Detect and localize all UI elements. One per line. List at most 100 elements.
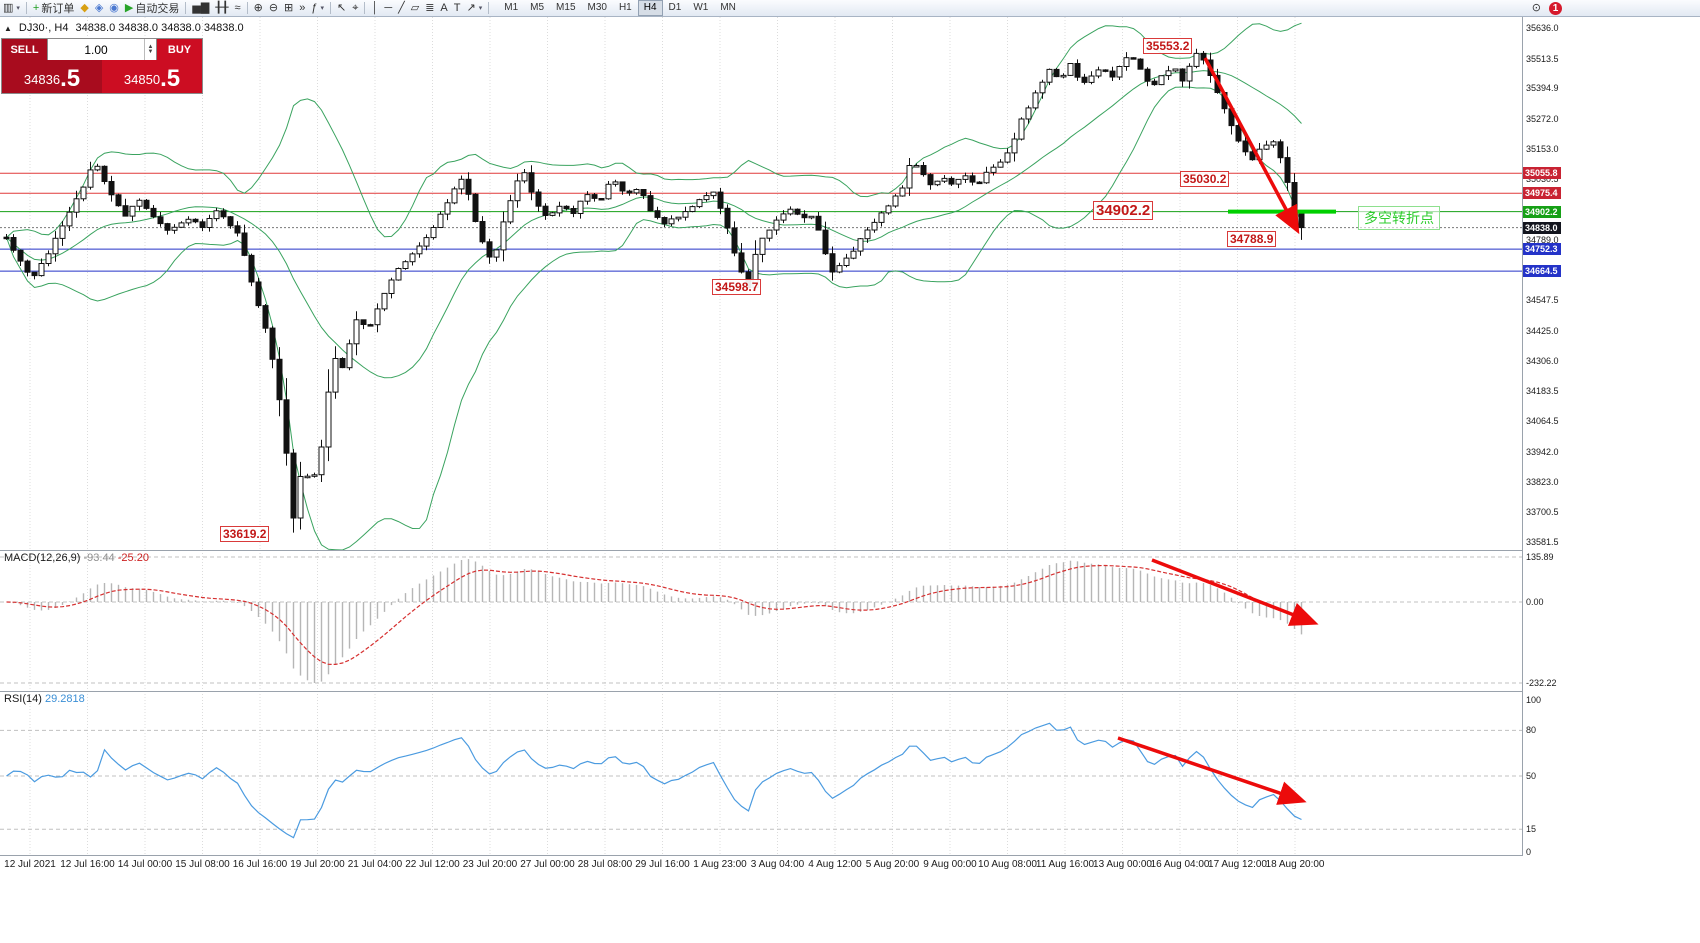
- channel-icon[interactable]: ▱: [408, 0, 422, 16]
- buy-button[interactable]: BUY: [157, 39, 202, 60]
- trendline-icon[interactable]: ╱: [395, 0, 408, 16]
- tile-windows-icon[interactable]: ⊞: [281, 0, 296, 16]
- panel-separator[interactable]: [0, 691, 1568, 692]
- price-tick: 35513.5: [1526, 53, 1559, 64]
- cursor-icon-glyph: ↖: [337, 2, 347, 14]
- timeframe-h4[interactable]: H4: [637, 0, 663, 16]
- time-axis[interactable]: 12 Jul 2021 12 Jul 16:00 14 Jul 00:00 15 Ju…: [0, 856, 1568, 876]
- crosshair-icon[interactable]: ⌖: [349, 0, 361, 16]
- macd-axis-tick: 135.89: [1526, 552, 1554, 562]
- symbol-timeframe-label: DJ30·, H4: [18, 22, 69, 34]
- autotrading-button[interactable]: ▶ 自动交易: [122, 0, 182, 16]
- timeframe-mn[interactable]: MN: [720, 2, 736, 13]
- buy-price-button[interactable]: 34850.5: [102, 60, 202, 93]
- toolbar-separator: [488, 2, 490, 14]
- autotrading-button-label: 自动交易: [135, 3, 180, 15]
- price-tick: 34425.0: [1526, 325, 1559, 336]
- indicators-icon-dropdown[interactable]: ▾: [320, 5, 325, 12]
- volume-up-icon[interactable]: ▲: [147, 43, 154, 50]
- search-icon[interactable]: ⊙: [1531, 2, 1541, 14]
- price-tick: 34306.0: [1526, 355, 1559, 366]
- profiles-icon[interactable]: ◈: [92, 0, 106, 16]
- timeframe-m15[interactable]: M15: [556, 2, 576, 13]
- price-level-badge: 34975.4: [1523, 187, 1561, 200]
- time-axis-label: 3 Aug 04:00: [750, 859, 805, 870]
- volume-down-icon[interactable]: ▼: [147, 48, 154, 55]
- chart-title-bar: ▲ DJ30·, H4 34838.0 34838.0 34838.0 3483…: [4, 22, 244, 34]
- fibonacci-icon[interactable]: ≣: [422, 0, 437, 16]
- time-axis-label: 21 Jul 04:00: [347, 859, 403, 870]
- sell-button[interactable]: SELL: [2, 39, 47, 60]
- price-level-badge: 34838.0: [1523, 221, 1561, 234]
- text-label-icon[interactable]: T: [451, 0, 464, 16]
- volume-stepper[interactable]: ▲ ▼: [144, 39, 156, 60]
- zoom-out-icon[interactable]: ⊖: [266, 0, 281, 16]
- new-order-glyph: +: [32, 2, 40, 14]
- timeframe-m5[interactable]: M5: [530, 2, 545, 13]
- new-order-button[interactable]: + 新订单: [30, 0, 77, 16]
- zoom-in-icon[interactable]: ⊕: [251, 0, 266, 16]
- timeframe-h1[interactable]: H1: [618, 2, 632, 13]
- auto-scroll-icon[interactable]: »: [296, 0, 308, 16]
- candlestick-chart-icon-glyph: ╂╂: [215, 2, 229, 14]
- new-chart-icon-dropdown[interactable]: ▾: [16, 5, 20, 12]
- crosshair-icon-glyph: ⌖: [352, 2, 359, 14]
- horizontal-line-icon[interactable]: ─: [381, 0, 395, 16]
- line-chart-icon-glyph: ≈: [234, 2, 241, 14]
- time-axis-label: 13 Aug 00:00: [1093, 859, 1152, 870]
- notifications-badge[interactable]: 1: [1549, 1, 1562, 15]
- metaquotes-icon-glyph: ◆: [80, 2, 89, 14]
- macd-name: MACD(12,26,9): [4, 552, 81, 564]
- line-chart-icon[interactable]: ≈: [232, 0, 244, 16]
- time-axis-label: 19 Jul 20:00: [290, 859, 345, 870]
- time-axis-label: 28 Jul 08:00: [577, 859, 633, 870]
- toolbar: ▥ ▾ + 新订单 ◆ ◈ ◉ ▶ 自动交易 ▅▇ ╂╂ ≈ ⊕ ⊖ ⊞» ƒ ▾ ↖ ⌖ │ ─ ╱ ▱ ≣ A T ↗ ▾ M1 M…: [0, 0, 1700, 17]
- arrow-objects-icon-dropdown[interactable]: ▾: [478, 5, 483, 12]
- price-tick: 35636.0: [1526, 23, 1559, 33]
- sell-price: 34836: [23, 72, 61, 87]
- new-chart-icon-glyph: ▥: [3, 2, 14, 14]
- price-axis[interactable]: 35636.0 35513.5 35394.9 35272.0 35153.0 35030…: [1522, 17, 1569, 857]
- price-tick: 35153.0: [1526, 143, 1559, 154]
- rsi-axis-tick: 0: [1526, 847, 1532, 857]
- timeframe-d1[interactable]: D1: [668, 2, 682, 13]
- price-annotation: 33619.2: [220, 526, 270, 542]
- new-chart-icon[interactable]: ▥ ▾: [0, 0, 23, 16]
- time-axis-label: 22 Jul 12:00: [405, 859, 460, 870]
- macd-axis-tick: -232.22: [1526, 678, 1557, 688]
- macd-histogram: [12, 559, 1303, 683]
- volume-field[interactable]: 1.00 ▲ ▼: [47, 39, 157, 60]
- macd-axis-tick: 0.00: [1526, 597, 1544, 607]
- candlestick-chart-icon[interactable]: ╂╂: [212, 0, 231, 16]
- timeframe-w1[interactable]: W1: [693, 2, 709, 13]
- sell-price-button[interactable]: 34836.5: [2, 60, 102, 93]
- vertical-line-icon[interactable]: │: [368, 0, 381, 16]
- time-axis-label: 10 Aug 08:00: [978, 859, 1037, 870]
- rsi-panel[interactable]: [0, 691, 1522, 855]
- arrow-objects-icon[interactable]: ↗ ▾: [464, 0, 486, 16]
- timeframe-m1[interactable]: M1: [504, 2, 519, 13]
- toolbar-separator: [246, 2, 248, 14]
- metaquotes-icon[interactable]: ◆: [77, 0, 91, 16]
- toolbar-separator: [330, 2, 332, 14]
- macd-panel[interactable]: [0, 550, 1522, 691]
- timeframe-m30[interactable]: M30: [587, 2, 607, 13]
- text-icon[interactable]: A: [437, 0, 450, 16]
- collapse-panel-icon[interactable]: ▲: [4, 23, 12, 33]
- community-icon[interactable]: ◉: [106, 0, 122, 16]
- downtrend-arrow: [1203, 57, 1300, 235]
- buy-price: 34850: [123, 72, 161, 87]
- time-axis-label: 12 Jul 16:00: [60, 859, 115, 870]
- time-axis-label: 15 Jul 08:00: [175, 859, 230, 870]
- cursor-icon[interactable]: ↖: [334, 0, 349, 16]
- rsi-axis-tick: 15: [1526, 824, 1537, 835]
- indicators-icon[interactable]: ƒ ▾: [308, 0, 327, 16]
- bar-chart-icon[interactable]: ▅▇: [189, 0, 212, 16]
- panel-separator[interactable]: [0, 550, 1568, 551]
- profiles-icon-glyph: ◈: [94, 2, 104, 14]
- volume-value[interactable]: 1.00: [84, 42, 108, 57]
- rsi-line: [6, 722, 1302, 839]
- rsi-value: 29.2818: [44, 693, 85, 705]
- sell-price-pips: .5: [60, 65, 81, 92]
- time-axis-label: 1 Aug 23:00: [693, 859, 747, 870]
